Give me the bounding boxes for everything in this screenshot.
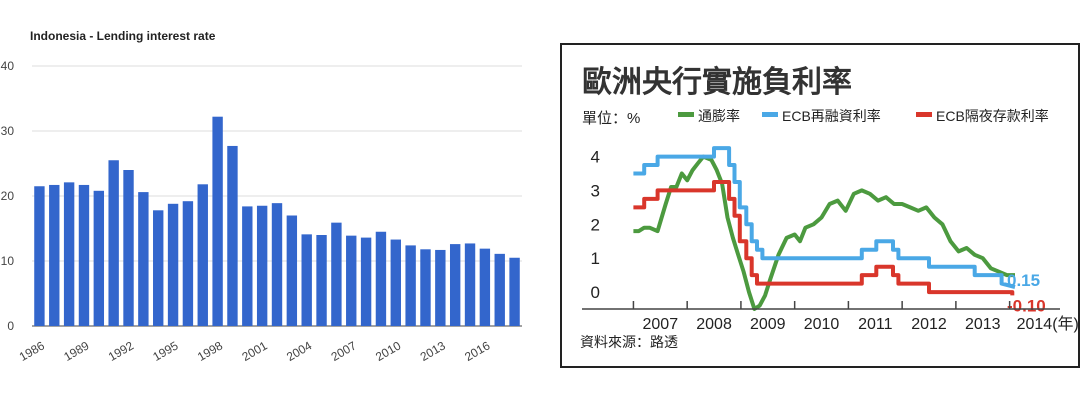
left-bar-1987 [49,184,60,326]
left-bar-2005 [316,235,327,326]
legend-swatch [916,112,932,117]
right-xtick-label: 2011 [858,316,893,333]
left-chart-title: Indonesia - Lending interest rate [30,29,216,43]
left-bar-1990 [93,190,105,326]
left-bar-1992 [123,170,134,326]
legend-swatch [762,112,778,117]
right-xtick-label: 2012 [911,316,947,333]
left-ytick-label: 20 [1,189,15,203]
right-ytick-label: 1 [591,249,600,268]
left-bar-2009 [375,231,387,326]
left-bar-1993 [138,192,149,326]
legend-label: 通膨率 [698,108,740,124]
left-bar-2015 [464,243,476,326]
left-xtick-label: 2004 [284,338,314,364]
left-bar-2000 [242,206,253,326]
right-xtick-label: 2008 [696,316,732,333]
left-bar-1986 [34,186,45,326]
right-ytick-label: 0 [591,283,600,302]
right-chart-background [560,43,1080,368]
series-end-label: -0.10 [1007,296,1046,315]
legend-label: ECB隔夜存款利率 [936,108,1049,124]
left-ytick-label: 10 [1,254,15,268]
left-xtick-label: 1989 [61,338,91,364]
left-bar-2013 [435,249,446,326]
right-xtick-label: 2007 [643,316,679,333]
left-bar-1994 [153,210,164,326]
left-bar-1996 [182,201,194,326]
left-ytick-label: 0 [7,319,14,333]
right-chart-title: 歐洲央行實施負利率 [582,65,852,99]
left-xtick-label: 1992 [106,338,136,364]
left-xtick-label: 2013 [418,338,448,364]
series-line-ECB再融資利率 [633,146,1016,289]
left-ytick-label: 40 [1,59,15,73]
right-ytick-label: 3 [591,181,600,200]
left-bar-2003 [286,215,298,326]
left-bar-1999 [227,145,238,326]
left-xtick-label: 2016 [462,338,492,364]
right-xtick-label: 2013 [965,316,1001,333]
right-ytick-label: 2 [591,215,600,234]
right-xtick-label: 2014(年) [1017,315,1079,333]
left-xtick-label: 1995 [150,338,180,364]
right-xtick-label: 2009 [750,316,786,333]
left-bar-2016 [479,248,491,326]
left-bar-2002 [271,203,283,326]
left-bar-2001 [256,205,268,326]
left-xtick-label: 2010 [373,338,403,364]
right-chart-unit-label: 單位：% [582,110,640,127]
right-ytick-label: 4 [591,148,600,167]
left-bar-1991 [108,160,119,326]
left-ytick-label: 30 [1,124,15,138]
left-bar-2006 [331,222,342,326]
right-xtick-label: 2010 [804,316,840,333]
left-bar-1997 [197,184,208,326]
legend-label: ECB再融資利率 [782,108,881,124]
left-bar-2004 [301,234,312,326]
right-chart-source: 資料來源：路透 [580,334,678,350]
left-bar-2007 [346,235,357,326]
left-bar-2010 [390,239,401,326]
left-bar-2008 [360,237,372,326]
series-end-label: 0.15 [1007,271,1040,290]
right-chart-legend: 通膨率 ECB再融資利率 ECB隔夜存款利率 [678,108,1049,124]
series-line-通膨率 [633,154,1015,311]
left-bar-1995 [167,203,179,326]
left-bar-1989 [78,184,90,326]
series-line-ECB隔夜存款利率 [633,180,1015,296]
left-xtick-label: 1998 [195,338,225,364]
indonesia-lending-rate-chart: Indonesia - Lending interest rate 0 10 20 3… [1,29,522,364]
left-bar-2011 [405,245,416,326]
left-bar-2018 [509,257,520,326]
left-bar-1998 [212,116,223,326]
left-bar-2012 [420,249,431,326]
left-bar-2017 [494,253,505,326]
left-bar-1988 [63,182,75,326]
left-xtick-label: 2007 [329,338,359,364]
left-xtick-label: 1986 [17,338,47,364]
left-xtick-label: 2001 [240,338,270,364]
left-bar-2014 [449,244,461,326]
legend-swatch [678,112,694,117]
ecb-negative-rate-chart: 歐洲央行實施負利率 單位：% 通膨率 ECB再融資利率 ECB隔夜存款利率 0 1 2 3… [560,43,1080,368]
